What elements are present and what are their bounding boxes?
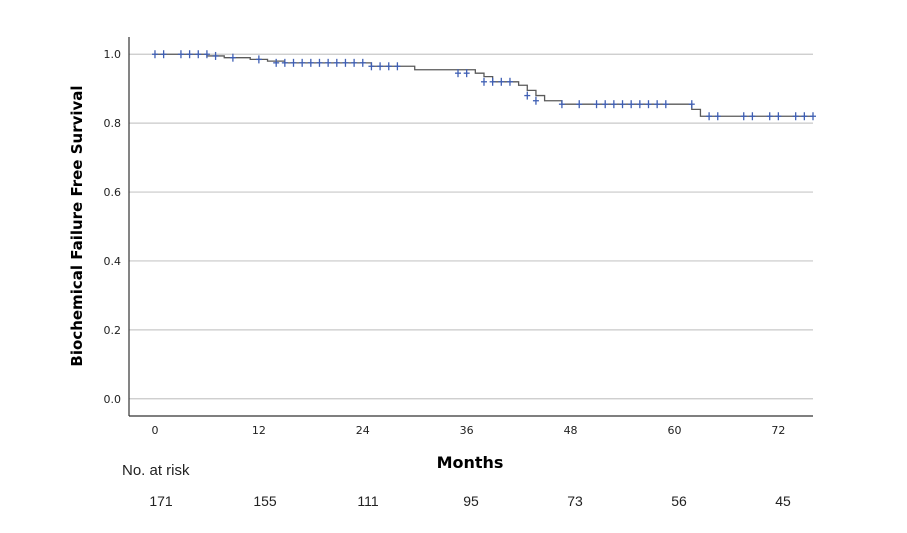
censor-mark: [636, 100, 643, 109]
censor-mark: [281, 58, 288, 67]
censor-mark: [229, 53, 236, 62]
x-axis-label: Months: [437, 453, 504, 472]
censor-mark: [810, 112, 816, 121]
censor-mark: [801, 112, 808, 121]
risk-table-title: No. at risk: [122, 462, 190, 479]
censor-mark: [645, 100, 652, 109]
censor-mark: [359, 58, 366, 67]
censor-mark: [714, 112, 721, 121]
censor-mark: [593, 100, 600, 109]
gridlines: [129, 53, 813, 400]
censor-mark: [212, 51, 219, 60]
x-tick-label: 72: [771, 424, 785, 437]
censor-mark: [740, 112, 747, 121]
censor-mark: [480, 77, 487, 86]
y-tick-label: 0.0: [104, 393, 122, 406]
x-tick-label: 12: [252, 424, 266, 437]
risk-value: 56: [671, 493, 687, 509]
y-axis-label: Biochemical Failure Free Survival: [68, 85, 86, 366]
censor-mark: [377, 62, 384, 71]
censor-mark: [489, 77, 496, 86]
tick-labels: 0.0 0.2 0.4 0.6 0.8 1.0 0 12 24 36 48 60 72: [104, 48, 786, 437]
censor-mark: [662, 100, 669, 109]
censor-mark: [342, 58, 349, 67]
censor-mark: [688, 100, 695, 109]
censor-mark: [602, 100, 609, 109]
censor-mark: [394, 62, 401, 71]
censor-mark: [619, 100, 626, 109]
censor-mark: [255, 55, 262, 64]
censor-mark: [273, 58, 280, 67]
censor-mark: [307, 58, 314, 67]
censor-mark: [792, 112, 799, 121]
censor-mark: [532, 96, 539, 105]
y-tick-label: 0.6: [104, 186, 122, 199]
censor-mark: [333, 58, 340, 67]
x-tick-label: 24: [356, 424, 370, 437]
censor-mark: [775, 112, 782, 121]
risk-value: 171: [149, 493, 173, 509]
risk-value: 45: [775, 493, 791, 509]
y-tick-label: 0.4: [104, 255, 122, 268]
censor-mark: [290, 58, 297, 67]
censor-marks: [151, 50, 816, 121]
censor-mark: [463, 69, 470, 78]
x-tick-label: 48: [564, 424, 578, 437]
censor-mark: [177, 50, 184, 59]
censor-mark: [351, 58, 358, 67]
censor-mark: [203, 50, 210, 59]
censor-mark: [385, 62, 392, 71]
censor-mark: [368, 62, 375, 71]
x-tick-label: 0: [151, 424, 158, 437]
axes: [128, 37, 813, 417]
censor-mark: [455, 69, 462, 78]
censor-mark: [610, 100, 617, 109]
censor-mark: [506, 77, 513, 86]
censor-mark: [576, 100, 583, 109]
censor-mark: [299, 58, 306, 67]
censor-mark: [195, 50, 202, 59]
censor-mark: [766, 112, 773, 121]
risk-value: 111: [357, 493, 379, 509]
risk-value: 95: [463, 493, 479, 509]
censor-mark: [186, 50, 193, 59]
risk-value: 155: [253, 493, 277, 509]
censor-mark: [498, 77, 505, 86]
censor-mark: [628, 100, 635, 109]
censor-mark: [706, 112, 713, 121]
y-tick-label: 1.0: [104, 48, 122, 61]
x-tick-label: 60: [667, 424, 681, 437]
y-tick-label: 0.8: [104, 117, 122, 130]
censor-mark: [558, 100, 565, 109]
y-tick-label: 0.2: [104, 324, 122, 337]
censor-mark: [316, 58, 323, 67]
x-tick-label: 36: [460, 424, 474, 437]
censor-mark: [151, 50, 158, 59]
censor-mark: [749, 112, 756, 121]
censor-mark: [160, 50, 167, 59]
censor-mark: [654, 100, 661, 109]
censor-mark: [524, 91, 531, 100]
risk-value: 73: [567, 493, 583, 509]
censor-mark: [325, 58, 332, 67]
